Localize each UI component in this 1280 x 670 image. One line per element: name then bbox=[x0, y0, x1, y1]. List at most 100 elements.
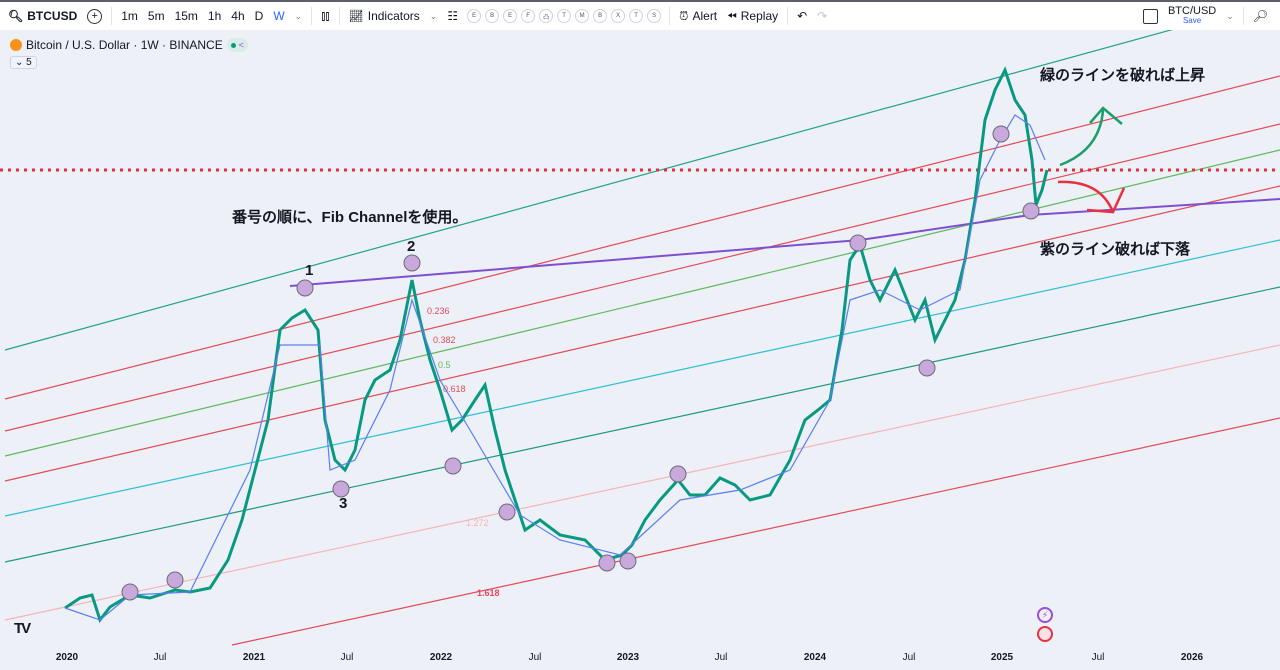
undo-button[interactable]: ↶ bbox=[792, 2, 812, 30]
time-axis[interactable]: 2020 Jul 2021 Jul 2022 Jul 2023 Jul 2024… bbox=[0, 648, 1280, 670]
search-icon: 🔍︎ bbox=[8, 9, 24, 23]
legend-title[interactable]: Bitcoin / U.S. Dollar · 1W · BINANCE bbox=[26, 38, 223, 52]
axis-label: Jul bbox=[902, 652, 916, 663]
layout-dropdown[interactable]: ⌄ bbox=[1221, 2, 1239, 30]
undo-icon: ↶ bbox=[797, 9, 808, 23]
replay-label: Replay bbox=[740, 9, 779, 23]
axis-label: Jul bbox=[1091, 652, 1105, 663]
axis-label: 2025 bbox=[990, 652, 1014, 663]
quick-button[interactable]: T bbox=[557, 9, 572, 23]
fib-channel bbox=[0, 30, 1280, 646]
quick-button[interactable]: E bbox=[503, 9, 518, 23]
save-link[interactable]: Save bbox=[1182, 16, 1202, 25]
chevron-down-icon: ⌄ bbox=[15, 57, 24, 68]
top-toolbar: 🔍︎ BTCUSD + 1m 5m 15m 1h 4h D W ⌄ ⫾⫾ 📈︎ … bbox=[0, 0, 1280, 30]
indicator-count: 5 bbox=[26, 57, 32, 68]
symbol-search[interactable]: 🔍︎ BTCUSD bbox=[0, 2, 82, 30]
timeframe-5m[interactable]: 5m bbox=[147, 9, 165, 23]
share-icon: < bbox=[238, 40, 244, 50]
axis-label: Jul bbox=[528, 652, 542, 663]
divider bbox=[669, 7, 671, 25]
axis-label: 2020 bbox=[55, 652, 79, 663]
indicators-collapse-button[interactable]: ⌄ 5 bbox=[10, 56, 37, 69]
alert-label: Alert bbox=[692, 9, 718, 23]
event-flash-icon[interactable]: ⚡︎ bbox=[1037, 607, 1053, 623]
timeframe-dropdown[interactable]: ⌄ bbox=[290, 2, 308, 30]
quick-button[interactable]: X bbox=[611, 9, 626, 23]
candles-icon: ⫾⫾ bbox=[321, 8, 330, 23]
status-badge[interactable]: < bbox=[226, 38, 248, 52]
symbol-label: BTCUSD bbox=[27, 9, 78, 23]
price-series bbox=[64, 66, 1049, 624]
alert-button[interactable]: ⏰︎ Alert bbox=[674, 2, 722, 30]
chevron-down-icon: ⌄ bbox=[429, 10, 438, 21]
label-3: 3 bbox=[339, 495, 348, 512]
indicators-label: Indicators bbox=[367, 9, 420, 23]
quick-button[interactable]: B bbox=[593, 9, 608, 23]
rewind-icon: ⏪︎ bbox=[727, 8, 737, 23]
label-2: 2 bbox=[407, 238, 416, 255]
quick-search-button[interactable]: 🔎︎ bbox=[1248, 2, 1280, 30]
axis-label: 2023 bbox=[616, 652, 640, 663]
search-icon: 🔎︎ bbox=[1252, 9, 1268, 23]
quick-button[interactable]: E bbox=[467, 9, 482, 23]
chart-area[interactable]: 0.236 0.382 0.5 0.618 1.272 1.618 bbox=[0, 30, 1280, 648]
timeframe-15m[interactable]: 15m bbox=[174, 9, 198, 23]
axis-label: Jul bbox=[153, 652, 167, 663]
timeframe-d[interactable]: D bbox=[254, 9, 264, 23]
chart-type-button[interactable]: ⫾⫾ bbox=[316, 2, 334, 30]
add-symbol-button[interactable]: + bbox=[82, 2, 107, 30]
quick-button[interactable]: M bbox=[575, 9, 590, 23]
axis-label: 2021 bbox=[242, 652, 266, 663]
plus-circle-icon: + bbox=[87, 8, 103, 24]
fib-label-05: 0.5 bbox=[438, 360, 451, 370]
redo-button[interactable]: ↷ bbox=[812, 2, 832, 30]
down-arrow-icon bbox=[1057, 180, 1115, 213]
quick-button[interactable]: S bbox=[647, 9, 662, 23]
fullscreen-checkbox[interactable] bbox=[1138, 2, 1163, 30]
annotation-break-up: 緑のラインを破れば上昇 bbox=[1040, 67, 1206, 84]
marker-2 bbox=[403, 254, 421, 272]
indicators-dropdown[interactable]: ⌄ bbox=[425, 2, 443, 30]
redo-icon: ↷ bbox=[817, 9, 828, 23]
up-arrow-icon bbox=[1059, 109, 1105, 167]
quick-button[interactable]: B bbox=[485, 9, 500, 23]
annotation-main: 番号の順に、Fib Channelを使用。 bbox=[232, 209, 468, 226]
chart-legend: Bitcoin / U.S. Dollar · 1W · BINANCE < bbox=[10, 38, 248, 52]
tradingview-logo[interactable]: TV bbox=[14, 620, 31, 637]
divider bbox=[111, 7, 113, 25]
fib-label-0382: 0.382 bbox=[433, 335, 456, 345]
axis-label: 2024 bbox=[803, 652, 827, 663]
timeframe-1h[interactable]: 1h bbox=[207, 9, 222, 23]
layouts-button[interactable]: ☷ bbox=[442, 2, 463, 30]
quick-button[interactable]: 凸 bbox=[539, 9, 554, 23]
layout-name: BTC/USD bbox=[1167, 5, 1217, 17]
divider bbox=[787, 7, 789, 25]
replay-button[interactable]: ⏪︎ Replay bbox=[722, 2, 783, 30]
timeframe-1m[interactable]: 1m bbox=[121, 9, 138, 23]
divider bbox=[338, 7, 340, 25]
swing-markers bbox=[121, 125, 1040, 601]
indicators-icon: 📈︎ bbox=[348, 9, 364, 23]
marker-1 bbox=[296, 279, 314, 297]
indicators-button[interactable]: 📈︎ Indicators bbox=[344, 2, 425, 30]
moving-average bbox=[64, 114, 1046, 621]
fib-labels: 0.236 0.382 0.5 0.618 1.272 1.618 bbox=[427, 306, 500, 598]
timeframe-4h[interactable]: 4h bbox=[231, 9, 245, 23]
chevron-down-icon: ⌄ bbox=[1226, 10, 1234, 21]
timeframe-w[interactable]: W bbox=[273, 9, 285, 23]
chart-canvas: 0.236 0.382 0.5 0.618 1.272 1.618 bbox=[0, 30, 1280, 646]
fib-label-0236: 0.236 bbox=[427, 306, 450, 316]
divider bbox=[311, 7, 313, 25]
label-1: 1 bbox=[305, 262, 314, 279]
fib-label-1618: 1.618 bbox=[477, 588, 500, 598]
grid-icon: ☷ bbox=[447, 9, 459, 23]
us-flag-event-icon[interactable] bbox=[1037, 626, 1053, 642]
axis-label: 2026 bbox=[1180, 652, 1204, 663]
layout-name-button[interactable]: BTC/USD Save bbox=[1163, 2, 1221, 30]
quick-buttons: E B E F 凸 T M B X T S bbox=[463, 2, 665, 30]
quick-button[interactable]: F bbox=[521, 9, 536, 23]
fib-label-1272: 1.272 bbox=[466, 518, 489, 528]
axis-label: 2022 bbox=[429, 652, 453, 663]
quick-button[interactable]: T bbox=[629, 9, 644, 23]
